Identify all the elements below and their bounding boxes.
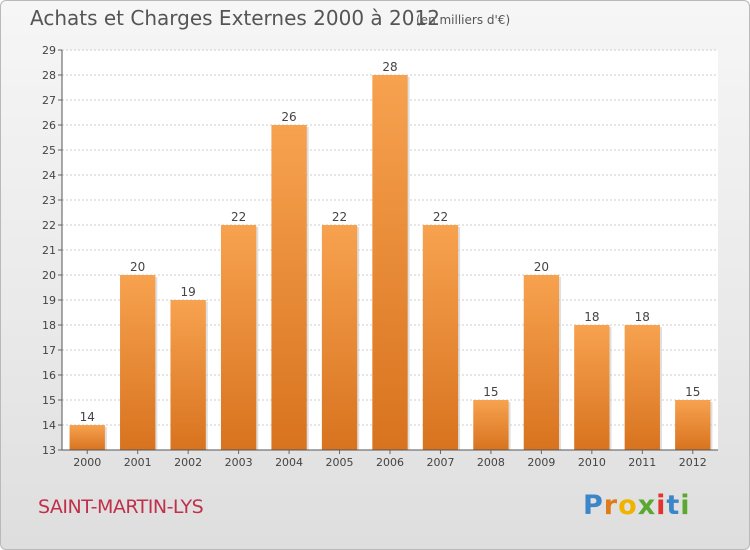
data-label: 22 (433, 210, 448, 224)
bar (624, 325, 660, 450)
bar (321, 225, 358, 450)
commune-name: SAINT-MARTIN-LYS (38, 496, 204, 518)
logo-letter: x (637, 490, 657, 521)
data-label: 18 (635, 310, 650, 324)
bars (69, 75, 713, 450)
x-tick-label: 2001 (124, 456, 152, 469)
axes: 13 14 15 16 17 18 19 20 21 22 23 24 25 26 27 28 29 14 2000… (42, 44, 718, 469)
logo-letter: i (656, 490, 667, 521)
y-tick-label: 13 (42, 444, 56, 457)
bar (69, 425, 105, 450)
data-label: 15 (685, 385, 700, 399)
y-tick-label: 29 (42, 44, 56, 57)
y-tick-label: 17 (42, 344, 56, 357)
y-tick-label: 20 (42, 269, 56, 282)
data-label: 20 (130, 260, 145, 274)
y-tick-label: 21 (42, 244, 56, 257)
bar (120, 275, 156, 450)
x-tick-label: 2007 (426, 456, 454, 469)
data-label: 20 (534, 260, 549, 274)
data-label: 26 (281, 110, 296, 124)
bar (675, 400, 711, 450)
y-tick-label: 23 (42, 194, 56, 207)
x-tick-label: 2012 (679, 456, 707, 469)
y-tick-label: 25 (42, 144, 56, 157)
bar (473, 400, 509, 450)
data-label: 22 (332, 210, 347, 224)
bar (220, 225, 257, 450)
proxiti-logo[interactable]: Proxiti (583, 490, 691, 521)
data-label: 15 (483, 385, 498, 399)
bar (271, 125, 307, 450)
bar (170, 300, 206, 450)
data-label: 14 (80, 410, 95, 424)
y-tick-label: 16 (42, 369, 56, 382)
x-tick-label: 2004 (275, 456, 303, 469)
data-label: 28 (382, 60, 397, 74)
logo-letter: o (618, 490, 638, 521)
x-tick-label: 2008 (477, 456, 505, 469)
y-tick-label: 15 (42, 394, 56, 407)
bar (574, 325, 610, 450)
data-label: 19 (181, 285, 196, 299)
bar (523, 275, 560, 450)
x-tick-label: 2005 (326, 456, 354, 469)
bar (422, 225, 459, 450)
logo-letter: P (583, 490, 604, 521)
y-tick-label: 26 (42, 119, 56, 132)
logo-letter: t (666, 490, 681, 521)
y-tick-label: 24 (42, 169, 56, 182)
y-tick-label: 19 (42, 294, 56, 307)
x-tick-label: 2006 (376, 456, 404, 469)
y-tick-label: 28 (42, 69, 56, 82)
x-tick-label: 2011 (628, 456, 656, 469)
x-tick-label: 2010 (578, 456, 606, 469)
y-tick-label: 22 (42, 219, 56, 232)
y-tick-label: 18 (42, 319, 56, 332)
data-label: 18 (584, 310, 599, 324)
x-tick-label: 2009 (527, 456, 555, 469)
x-tick-label: 2002 (174, 456, 202, 469)
x-tick-label: 2000 (73, 456, 101, 469)
x-tick-label: 2003 (225, 456, 253, 469)
chart-title: Achats et Charges Externes 2000 à 2012 (30, 6, 440, 30)
bar (372, 75, 408, 450)
y-tick-label: 14 (42, 419, 56, 432)
logo-letter: r (603, 490, 619, 521)
data-label: 22 (231, 210, 246, 224)
chart-subtitle: (en milliers d'€) (416, 13, 511, 27)
y-tick-label: 27 (42, 94, 56, 107)
logo-letter: i (680, 490, 691, 521)
